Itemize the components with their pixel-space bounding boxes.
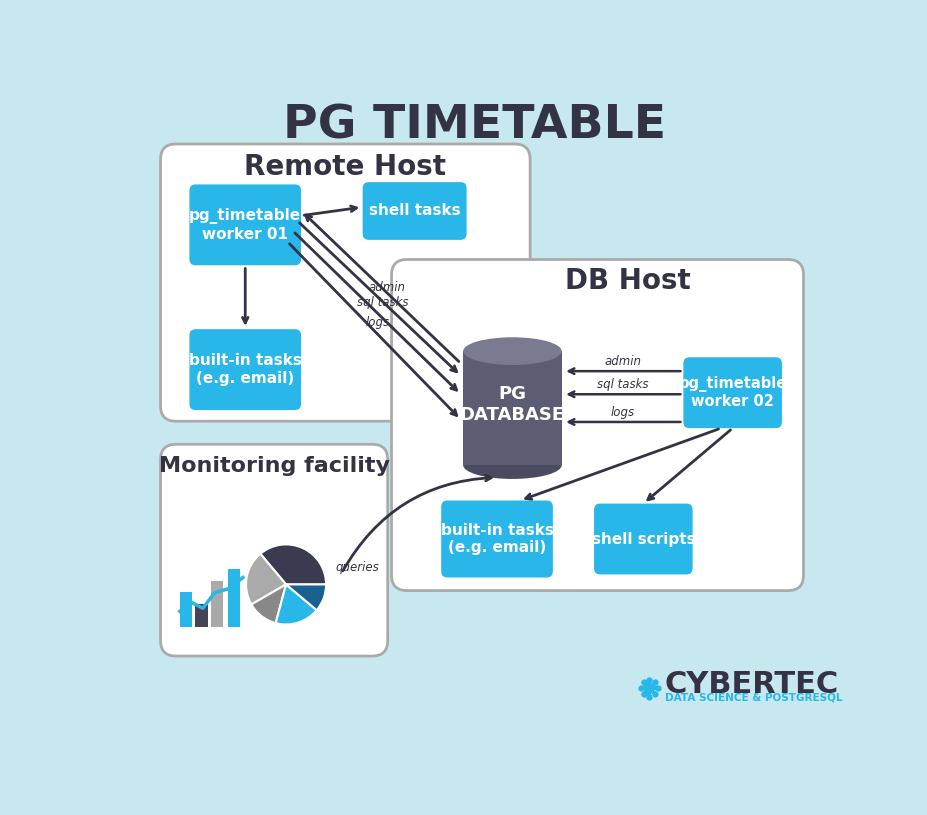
Text: PG TIMETABLE: PG TIMETABLE (283, 104, 667, 149)
FancyBboxPatch shape (391, 259, 804, 591)
Wedge shape (246, 553, 286, 605)
FancyBboxPatch shape (160, 144, 530, 421)
Text: sql tasks: sql tasks (597, 378, 648, 391)
Text: queries: queries (335, 562, 379, 575)
FancyBboxPatch shape (189, 184, 301, 265)
Wedge shape (260, 544, 326, 584)
Wedge shape (275, 584, 317, 624)
Ellipse shape (464, 337, 562, 365)
FancyBboxPatch shape (683, 357, 782, 428)
Text: built-in tasks
(e.g. email): built-in tasks (e.g. email) (189, 354, 301, 385)
Text: sql tasks: sql tasks (357, 297, 409, 310)
FancyBboxPatch shape (362, 182, 466, 240)
Text: CYBERTEC: CYBERTEC (665, 670, 839, 699)
Wedge shape (251, 584, 286, 623)
FancyBboxPatch shape (160, 444, 387, 656)
Text: admin: admin (604, 355, 641, 368)
Ellipse shape (464, 452, 562, 479)
Bar (227, 569, 240, 627)
FancyBboxPatch shape (441, 500, 552, 578)
FancyBboxPatch shape (189, 329, 301, 410)
Wedge shape (286, 584, 326, 610)
Text: DB Host: DB Host (565, 267, 692, 295)
FancyBboxPatch shape (594, 504, 692, 575)
Bar (464, 351, 562, 465)
Text: DATA SCIENCE & POSTGRESQL: DATA SCIENCE & POSTGRESQL (665, 693, 843, 703)
Text: shell scripts: shell scripts (591, 531, 695, 547)
Text: logs: logs (366, 316, 390, 329)
Bar (210, 580, 222, 627)
Text: pg_timetable
worker 01: pg_timetable worker 01 (189, 208, 301, 241)
Text: Remote Host: Remote Host (245, 153, 446, 181)
Text: Monitoring facility: Monitoring facility (159, 456, 389, 476)
Bar (180, 593, 192, 627)
Text: logs: logs (611, 406, 635, 419)
Text: pg_timetable
worker 02: pg_timetable worker 02 (679, 376, 787, 409)
Text: built-in tasks
(e.g. email): built-in tasks (e.g. email) (440, 522, 553, 555)
Bar (196, 604, 208, 627)
Text: PG
DATABASE: PG DATABASE (460, 385, 565, 424)
Text: admin: admin (368, 280, 405, 293)
Text: shell tasks: shell tasks (369, 204, 461, 218)
